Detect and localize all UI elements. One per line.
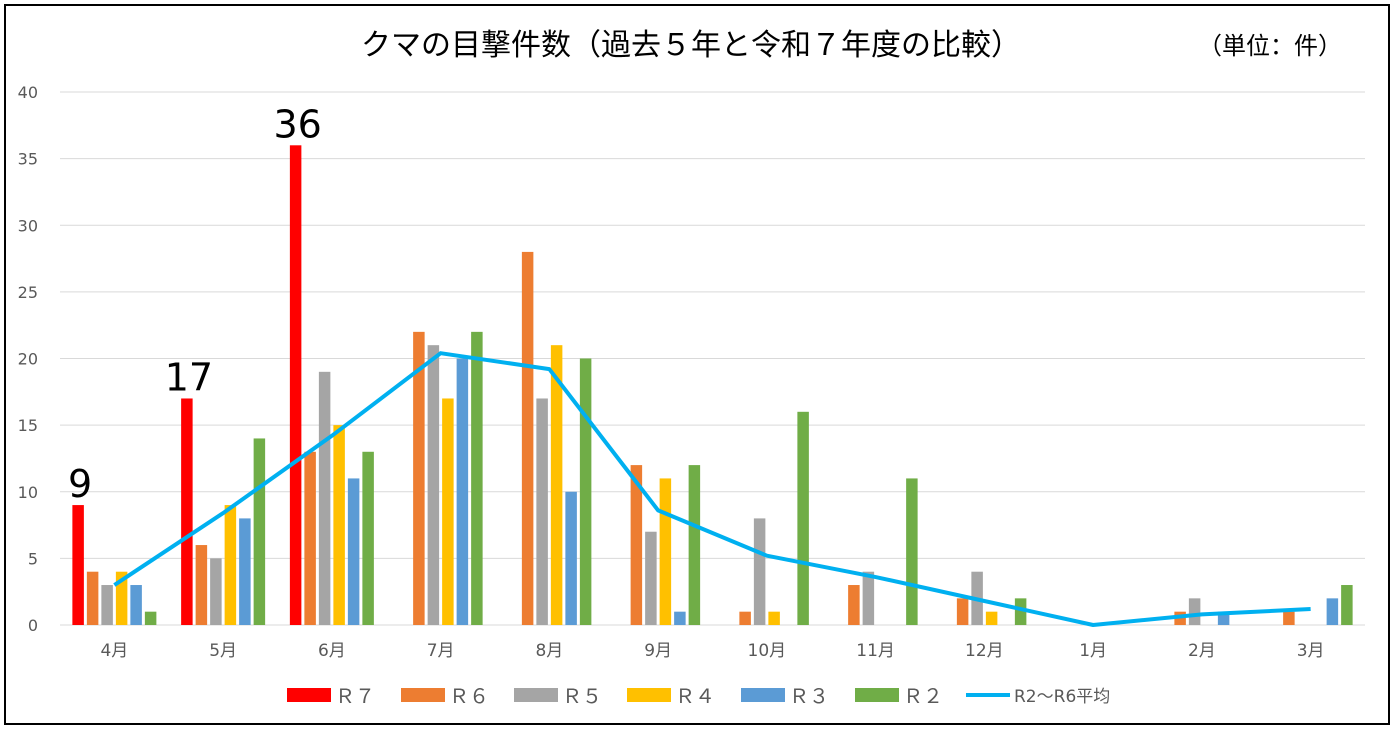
unit-label: （単位：件）	[1198, 32, 1342, 60]
bar-Ｒ４-12月	[985, 611, 998, 625]
bar-Ｒ２-5月	[253, 438, 266, 625]
legend: Ｒ７ Ｒ６ Ｒ５ Ｒ４ Ｒ３ Ｒ２ R2～R6平均	[287, 684, 1110, 708]
bar-Ｒ３-4月	[130, 585, 142, 625]
chart-title: クマの目撃件数（過去５年と令和７年度の比較）	[361, 28, 1021, 63]
bar-Ｒ５-10月	[753, 518, 766, 625]
bar-Ｒ６-4月	[86, 571, 99, 625]
legend-label: R2～R6平均	[1014, 687, 1110, 707]
bar-Ｒ２-12月	[1014, 598, 1027, 625]
axes: 0 5 10 15 20 25 30 35 40 4月 5月 6月 7月 8月 9月 10月 11月 12月 1月 2…	[18, 83, 1325, 661]
data-label: 17	[165, 355, 213, 399]
data-label: 36	[273, 102, 321, 146]
bar-Ｒ４-5月	[224, 505, 237, 625]
bar-Ｒ２-3月	[1341, 585, 1353, 625]
bar-Ｒ５-11月	[862, 571, 875, 625]
legend-label: Ｒ４	[675, 684, 715, 708]
legend-label: Ｒ５	[562, 684, 602, 708]
x-tick-label: 12月	[965, 641, 1004, 661]
bar-Ｒ６-6月	[304, 451, 316, 625]
bar-Ｒ７-5月	[181, 398, 193, 625]
bar-Ｒ２-11月	[906, 478, 918, 625]
bar-Ｒ６-7月	[413, 331, 425, 625]
legend-label: Ｒ２	[903, 684, 943, 708]
y-tick-label: 25	[18, 283, 38, 302]
legend-swatch	[627, 688, 671, 702]
average-line	[113, 351, 1311, 627]
legend-swatch	[855, 688, 899, 702]
bar-Ｒ３-3月	[1326, 598, 1339, 625]
bar-Ｒ２-9月	[688, 465, 701, 625]
x-tick-label: 11月	[856, 641, 895, 661]
bar-Ｒ４-8月	[550, 345, 563, 625]
x-tick-label: 4月	[100, 641, 128, 661]
line-average	[113, 351, 1311, 627]
y-tick-label: 5	[28, 549, 38, 568]
legend-swatch	[741, 688, 785, 702]
x-tick-label: 10月	[748, 641, 787, 661]
bar-Ｒ６-12月	[956, 598, 969, 625]
bar-Ｒ５-9月	[645, 531, 657, 625]
bar-Ｒ６-10月	[739, 611, 751, 625]
bar-Ｒ５-4月	[101, 585, 113, 625]
data-label: 9	[68, 462, 92, 506]
bar-Ｒ４-6月	[333, 425, 345, 625]
bars	[72, 145, 1353, 626]
x-tick-label: 9月	[644, 641, 672, 661]
bar-Ｒ４-10月	[768, 611, 780, 625]
gridlines	[60, 91, 1365, 626]
bar-Ｒ３-6月	[347, 478, 360, 625]
bar-Ｒ６-8月	[521, 251, 534, 625]
y-tick-label: 10	[18, 483, 38, 502]
x-tick-label: 5月	[209, 641, 237, 661]
bar-Ｒ３-5月	[239, 518, 251, 625]
y-tick-label: 30	[18, 216, 38, 235]
bar-Ｒ７-6月	[289, 145, 302, 626]
legend-swatch	[514, 688, 558, 702]
bar-Ｒ７-4月	[72, 505, 84, 625]
bar-Ｒ３-8月	[565, 491, 577, 625]
bar-Ｒ２-4月	[144, 611, 157, 625]
x-tick-label: 2月	[1188, 641, 1216, 661]
legend-label: Ｒ７	[335, 684, 375, 708]
bar-Ｒ６-11月	[848, 585, 860, 625]
legend-swatch	[287, 688, 331, 702]
bar-Ｒ６-3月	[1283, 611, 1295, 625]
bar-Ｒ４-4月	[115, 571, 128, 625]
bar-Ｒ３-9月	[674, 611, 686, 625]
bar-Ｒ２-8月	[579, 358, 592, 625]
legend-swatch	[401, 688, 445, 702]
y-tick-label: 15	[18, 416, 38, 435]
bar-Ｒ５-8月	[536, 398, 548, 625]
bar-Ｒ２-10月	[797, 411, 809, 625]
chart-frame	[4, 4, 1390, 725]
bar-Ｒ５-6月	[318, 371, 331, 625]
x-tick-label: 8月	[535, 641, 563, 661]
y-tick-label: 35	[18, 150, 38, 169]
y-tick-label: 20	[18, 350, 38, 369]
bar-Ｒ６-5月	[195, 545, 208, 625]
bar-Ｒ５-5月	[210, 558, 222, 625]
bar-Ｒ４-9月	[659, 478, 672, 625]
data-labels: 9 17 36	[68, 102, 322, 506]
x-tick-label: 1月	[1079, 641, 1107, 661]
y-tick-label: 40	[18, 83, 38, 102]
x-tick-label: 7月	[427, 641, 455, 661]
legend-label: Ｒ３	[789, 684, 829, 708]
bar-Ｒ３-2月	[1217, 611, 1230, 625]
bar-Ｒ６-9月	[630, 465, 643, 625]
bar-Ｒ５-7月	[427, 345, 440, 625]
bar-Ｒ２-7月	[471, 331, 483, 625]
bar-Ｒ３-7月	[456, 358, 469, 625]
bar-Ｒ２-6月	[362, 451, 374, 625]
bar-Ｒ５-2月	[1188, 598, 1201, 625]
legend-label: Ｒ６	[449, 684, 489, 708]
y-tick-label: 0	[28, 616, 38, 635]
bar-Ｒ４-7月	[442, 398, 454, 625]
x-tick-label: 6月	[318, 641, 346, 661]
x-tick-label: 3月	[1297, 641, 1325, 661]
